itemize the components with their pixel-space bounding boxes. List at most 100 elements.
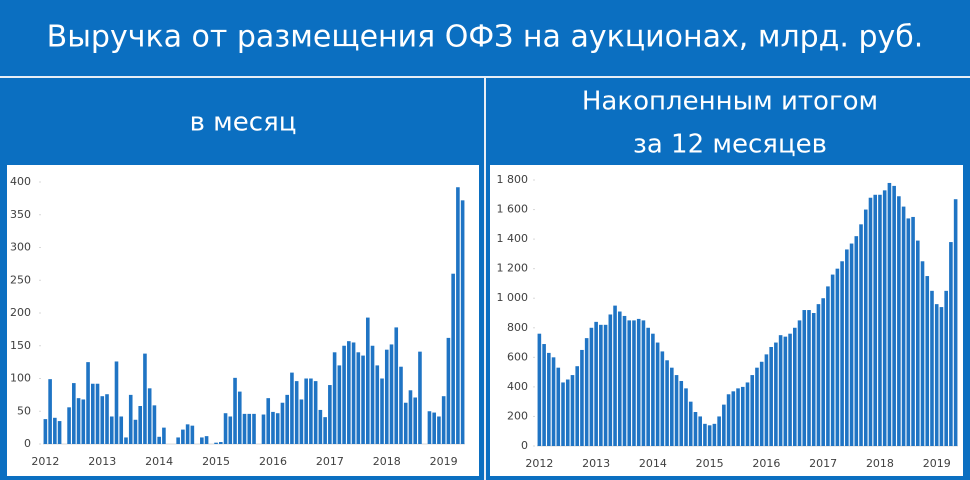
bar (365, 317, 370, 444)
bar (712, 423, 717, 446)
bar (451, 273, 455, 444)
bar (774, 342, 778, 446)
bar (925, 276, 930, 446)
bar (660, 351, 665, 446)
bar (603, 324, 608, 446)
bar (280, 402, 285, 444)
y-tick-label: 400 (507, 380, 528, 393)
y-tick-label: 200 (10, 306, 31, 319)
bar (309, 378, 313, 444)
bar (237, 391, 242, 444)
x-tick-label: 2014 (145, 455, 173, 468)
bar (261, 414, 266, 444)
bar (294, 381, 299, 444)
y-tick-label: 1 200 (497, 262, 529, 275)
plot-area-right (490, 165, 963, 476)
bar (361, 355, 365, 444)
bar (328, 385, 332, 444)
y-tick-label: 400 (10, 175, 31, 188)
bar (114, 361, 119, 444)
bar (868, 197, 873, 446)
bar (707, 425, 712, 446)
bar (575, 366, 580, 446)
bar (162, 427, 166, 444)
bar (124, 437, 128, 444)
y-tick-label: 150 (10, 339, 31, 352)
bar (731, 391, 736, 446)
bar (119, 416, 124, 444)
x-tick-label: 2019 (430, 455, 458, 468)
bar (759, 361, 764, 446)
bar (646, 327, 650, 446)
x-tick-label: 2015 (696, 457, 724, 470)
bar (651, 333, 655, 446)
bar (882, 190, 887, 446)
bar (337, 365, 342, 444)
bar (547, 352, 551, 446)
bar (594, 321, 598, 446)
bar (670, 367, 674, 446)
x-tick-label: 2017 (316, 455, 344, 468)
bar (432, 412, 436, 444)
bar (313, 381, 318, 444)
bar (290, 372, 294, 444)
bar (356, 352, 361, 444)
bar (949, 242, 953, 446)
bar (147, 388, 152, 444)
bar (802, 310, 807, 446)
bar (152, 405, 157, 444)
panel-title: Накопленным итогом (582, 87, 878, 117)
bar (271, 411, 275, 444)
bar (351, 342, 356, 444)
y-tick-label: 0 (521, 439, 528, 452)
bar (190, 425, 195, 444)
bar (204, 436, 209, 444)
bar (793, 327, 797, 446)
bar (556, 367, 561, 446)
bar (304, 378, 308, 444)
y-tick-label: 1 800 (497, 173, 529, 186)
bar (446, 337, 451, 444)
bar (105, 394, 109, 444)
x-tick-label: 2015 (202, 455, 230, 468)
bar (72, 383, 76, 444)
bar (380, 378, 384, 444)
bar (109, 416, 114, 444)
bar (266, 398, 271, 444)
bar (840, 261, 844, 446)
bar (688, 401, 693, 446)
bar (570, 375, 575, 446)
bar (200, 437, 204, 444)
bar (418, 351, 422, 444)
x-tick-label: 2013 (582, 457, 610, 470)
bar (920, 261, 925, 446)
bar (399, 366, 403, 444)
bar (788, 333, 792, 446)
bar (551, 357, 556, 446)
bar (878, 194, 882, 446)
bar (427, 411, 432, 444)
x-tick-label: 2018 (373, 455, 401, 468)
bar (887, 182, 892, 446)
bar (901, 206, 906, 446)
bar (740, 386, 745, 446)
bar (67, 407, 71, 444)
bar (138, 406, 143, 444)
bar (717, 416, 721, 446)
bar (684, 388, 688, 446)
bar (57, 421, 62, 444)
bar (43, 419, 48, 444)
bar (655, 342, 660, 446)
bar (347, 341, 351, 444)
bar (90, 383, 95, 444)
bar (892, 185, 896, 446)
bar (370, 345, 375, 444)
bar (332, 352, 337, 444)
bar (413, 397, 418, 444)
x-tick-label: 2016 (752, 457, 780, 470)
bar (845, 249, 849, 446)
y-tick-label: 0 (24, 437, 31, 450)
bar (403, 402, 408, 444)
bar (778, 335, 783, 446)
